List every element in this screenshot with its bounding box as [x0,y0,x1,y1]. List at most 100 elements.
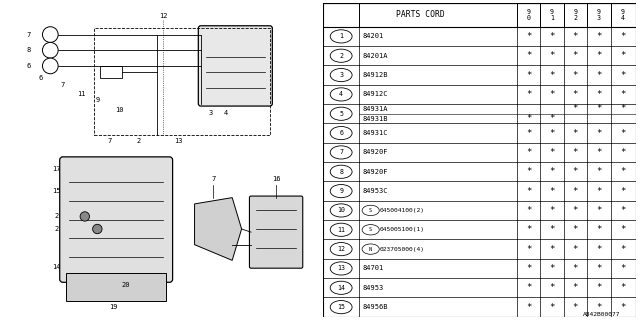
Text: 9: 9 [95,97,99,103]
Text: 9
2: 9 2 [573,9,577,21]
Text: PARTS CORD: PARTS CORD [396,11,444,20]
Ellipse shape [330,300,352,314]
Text: *: * [526,51,531,60]
Text: 045004100(2): 045004100(2) [380,208,425,213]
Bar [94,28,270,135]
Text: 6: 6 [39,76,43,82]
Text: *: * [573,129,578,138]
Ellipse shape [330,146,352,159]
Text: *: * [549,114,555,123]
Text: *: * [596,104,602,113]
Text: *: * [549,71,555,80]
Ellipse shape [330,165,352,178]
Text: 84201A: 84201A [362,53,388,59]
Text: *: * [549,129,555,138]
Text: *: * [526,264,531,273]
Text: 9
3: 9 3 [597,9,601,21]
Text: 8: 8 [26,47,31,53]
Text: 9
4: 9 4 [621,9,625,21]
Text: 84912C: 84912C [362,92,388,97]
Ellipse shape [330,185,352,198]
Text: 6: 6 [26,63,31,69]
Text: *: * [573,104,578,113]
Text: 7: 7 [211,176,216,182]
Text: *: * [573,148,578,157]
Text: 84953: 84953 [362,285,383,291]
Text: 2: 2 [54,213,59,220]
Text: *: * [549,32,555,41]
Text: *: * [549,167,555,176]
Ellipse shape [330,243,352,256]
Text: *: * [526,225,531,234]
Text: N: N [369,247,372,252]
FancyBboxPatch shape [60,157,173,282]
Text: 1: 1 [339,33,343,39]
Text: 14: 14 [337,285,345,291]
Text: 14: 14 [52,264,61,270]
Ellipse shape [330,68,352,82]
Text: *: * [549,148,555,157]
Text: *: * [573,32,578,41]
Text: *: * [596,225,602,234]
Text: 19: 19 [109,304,117,310]
Text: *: * [573,167,578,176]
Text: 5: 5 [339,111,343,117]
Text: *: * [620,206,626,215]
Text: *: * [620,303,626,312]
Text: 045005100(1): 045005100(1) [380,227,425,232]
Text: *: * [526,114,531,123]
Ellipse shape [330,223,352,236]
Ellipse shape [330,204,352,217]
Circle shape [42,27,58,42]
Text: *: * [620,90,626,99]
Text: *: * [620,104,626,113]
Text: 2: 2 [136,138,140,144]
Text: *: * [573,225,578,234]
Text: *: * [620,129,626,138]
Text: *: * [596,32,602,41]
Text: *: * [620,167,626,176]
Text: *: * [573,187,578,196]
Text: 2: 2 [339,53,343,59]
Text: A842B00077: A842B00077 [583,312,621,317]
Text: *: * [596,129,602,138]
Text: 12: 12 [159,13,168,19]
Text: S: S [369,208,372,213]
Text: *: * [596,283,602,292]
Text: 15: 15 [52,188,61,194]
Text: *: * [549,187,555,196]
Text: 84956B: 84956B [362,304,388,310]
Text: 8: 8 [339,169,343,175]
Text: *: * [573,51,578,60]
Text: 84953C: 84953C [362,188,388,194]
Text: *: * [549,206,555,215]
Text: 3: 3 [339,72,343,78]
Text: *: * [526,283,531,292]
Text: *: * [596,148,602,157]
Bar [100,66,122,78]
Ellipse shape [330,281,352,294]
Text: *: * [549,90,555,99]
Polygon shape [195,198,242,260]
Text: *: * [596,303,602,312]
Text: S: S [369,227,372,232]
Text: 7: 7 [339,149,343,156]
Bar [66,273,166,301]
Text: 7: 7 [108,138,112,144]
Text: 15: 15 [337,304,345,310]
Text: 84931B: 84931B [362,116,388,122]
Text: 4: 4 [339,92,343,97]
Text: 12: 12 [337,246,345,252]
Text: 7: 7 [26,32,31,37]
Text: 16: 16 [272,176,280,182]
Text: 9
1: 9 1 [550,9,554,21]
Text: *: * [526,187,531,196]
Text: *: * [620,283,626,292]
Circle shape [42,43,58,58]
Text: 6: 6 [339,130,343,136]
Text: *: * [596,167,602,176]
Text: *: * [620,51,626,60]
Text: *: * [549,244,555,254]
Text: 3: 3 [208,110,212,116]
Text: 84920F: 84920F [362,149,388,156]
